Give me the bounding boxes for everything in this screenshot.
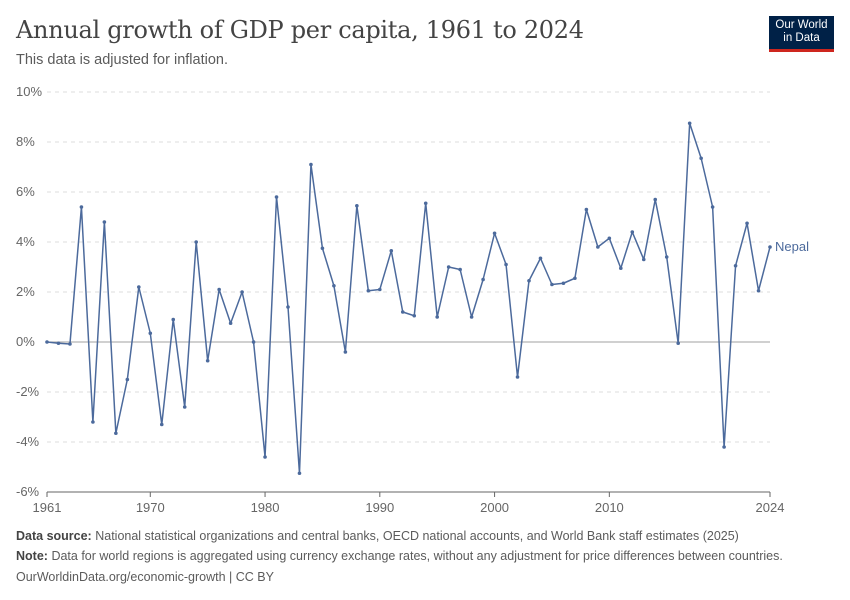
data-source-label: Data source: (16, 529, 92, 543)
data-point (423, 201, 428, 206)
data-point (274, 195, 279, 199)
data-point (561, 281, 566, 286)
series-line-nepal (46, 122, 771, 474)
data-point (228, 321, 233, 326)
data-point (286, 305, 290, 309)
y-tick-label: -2% (16, 384, 40, 399)
data-point (114, 431, 118, 436)
data-point (217, 287, 221, 292)
data-point (205, 358, 210, 363)
data-point (664, 255, 669, 259)
data-point (504, 262, 508, 267)
data-point (710, 205, 715, 209)
data-point (768, 245, 772, 249)
data-point (320, 246, 325, 251)
data-point (630, 230, 635, 234)
y-tick-label: -4% (16, 434, 40, 449)
data-point (400, 310, 405, 314)
data-point (309, 162, 313, 167)
y-tick-label: -6% (16, 484, 40, 499)
y-tick-label: 2% (16, 284, 35, 299)
data-point (297, 471, 302, 476)
data-point (378, 287, 382, 292)
data-point (68, 342, 72, 346)
data-point (538, 256, 543, 261)
data-point (550, 282, 554, 287)
data-point (148, 331, 153, 336)
data-point (56, 341, 61, 346)
data-point (699, 156, 703, 161)
data-point (102, 220, 107, 224)
data-point (125, 377, 130, 382)
data-point (343, 350, 348, 354)
series-label: Nepal (775, 239, 809, 254)
data-point (584, 207, 589, 212)
data-point (435, 315, 439, 319)
data-point (159, 422, 164, 427)
data-point (481, 277, 485, 282)
data-point (137, 285, 141, 289)
data-point (527, 278, 531, 283)
chart-title: Annual growth of GDP per capita, 1961 to… (16, 16, 584, 44)
y-tick-label: 4% (16, 234, 35, 249)
data-point (332, 283, 336, 288)
data-point (722, 445, 726, 449)
data-point (492, 231, 497, 236)
data-point (596, 245, 600, 249)
chart-subtitle: This data is adjusted for inflation. (16, 52, 228, 68)
data-point (676, 341, 680, 346)
y-tick-label: 6% (16, 184, 35, 199)
logo-line-1: Our World (775, 19, 828, 31)
data-point (469, 315, 474, 319)
data-source-text: National statistical organizations and c… (95, 529, 739, 543)
data-point (251, 340, 256, 344)
data-point (458, 267, 462, 272)
data-point (687, 121, 692, 126)
x-tick-label: 2000 (480, 500, 509, 515)
data-point (607, 236, 612, 241)
data-point (745, 221, 749, 226)
note-text: Data for world regions is aggregated usi… (51, 549, 783, 563)
data-point (355, 203, 359, 208)
note-label: Note: (16, 549, 48, 563)
owid-logo[interactable]: Our World in Data (769, 16, 834, 52)
data-point (515, 375, 520, 379)
data-point (756, 288, 761, 293)
x-tick-label: 1980 (251, 500, 280, 515)
data-point (641, 257, 646, 262)
x-tick-label: 1990 (365, 500, 394, 515)
y-tick-label: 0% (16, 334, 35, 349)
data-point (412, 313, 417, 318)
data-point (182, 405, 187, 409)
y-tick-label: 8% (16, 134, 35, 149)
data-point (619, 266, 623, 271)
y-tick-label: 10% (16, 84, 42, 99)
data-point (366, 288, 371, 293)
data-source: Data source: National statistical organi… (16, 529, 739, 543)
data-point (733, 263, 738, 268)
credit-link[interactable]: OurWorldinData.org/economic-growth | CC … (16, 570, 274, 584)
x-tick-label: 2024 (756, 500, 785, 515)
chart-note: Note: Data for world regions is aggregat… (16, 549, 783, 563)
data-point (240, 290, 244, 294)
data-point (389, 248, 394, 253)
data-point (171, 317, 176, 322)
x-tick-label: 2010 (595, 500, 624, 515)
data-point (573, 276, 577, 281)
logo-line-2: in Data (783, 31, 820, 44)
data-point (194, 240, 198, 244)
data-point (446, 265, 451, 269)
x-tick-label: 1961 (33, 500, 62, 515)
data-point (91, 420, 95, 424)
x-tick-label: 1970 (136, 500, 165, 515)
data-point (45, 340, 49, 344)
data-point (653, 197, 658, 202)
data-point (79, 205, 84, 209)
data-point (263, 455, 267, 459)
